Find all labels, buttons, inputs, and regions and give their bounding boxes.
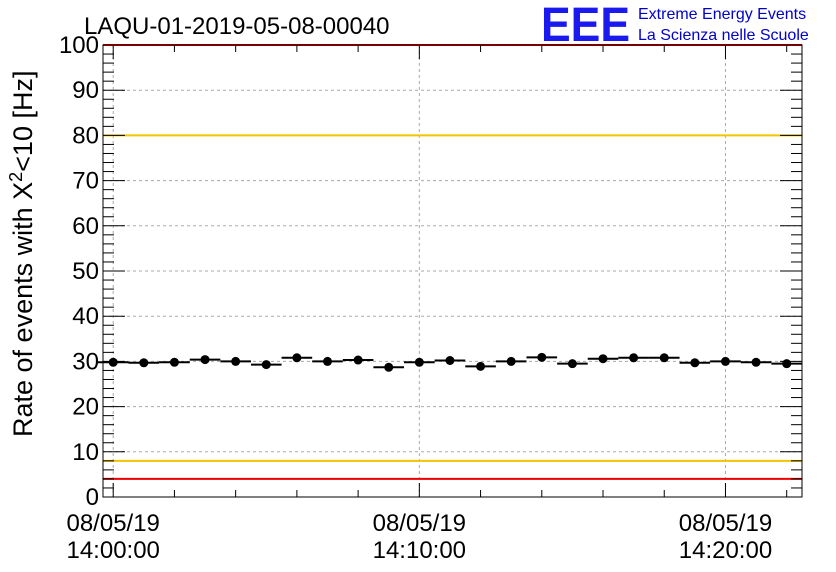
data-point-marker bbox=[261, 360, 271, 370]
data-point-marker bbox=[690, 358, 700, 368]
data-point-marker bbox=[322, 356, 332, 366]
data-point bbox=[557, 359, 588, 369]
logo-mark: EEE bbox=[541, 0, 630, 52]
data-point-marker bbox=[200, 355, 210, 365]
data-point-marker bbox=[629, 353, 639, 363]
x-tick-label-time: 14:10:00 bbox=[373, 537, 466, 564]
y-axis-label: Rate of events with X2<10 [Hz] bbox=[6, 71, 38, 437]
data-point-marker bbox=[445, 355, 455, 365]
data-point-marker bbox=[537, 352, 547, 362]
data-point bbox=[648, 353, 680, 363]
data-point bbox=[159, 357, 190, 367]
y-tick-label: 90 bbox=[72, 77, 99, 104]
reference-lines bbox=[103, 44, 802, 480]
data-point-marker bbox=[720, 356, 730, 366]
y-tick-labels: 0 10 20 30 40 50 60 70 80 90 100 bbox=[59, 32, 99, 511]
data-point-marker bbox=[384, 362, 394, 372]
data-point-marker bbox=[598, 354, 608, 364]
x-tick-label-time: 14:20:00 bbox=[679, 537, 772, 564]
eee-logo: EEE Extreme Energy Events La Scienza nel… bbox=[541, 0, 809, 52]
data-point-marker bbox=[231, 356, 241, 366]
y-tick-label: 60 bbox=[72, 213, 99, 240]
data-point bbox=[495, 356, 527, 366]
data-point bbox=[710, 356, 741, 366]
x-tick-label-time: 14:00:00 bbox=[66, 537, 159, 564]
data-point bbox=[250, 360, 282, 370]
data-point-marker bbox=[782, 359, 792, 369]
data-point bbox=[373, 362, 405, 372]
data-point bbox=[312, 356, 343, 366]
data-point bbox=[740, 357, 772, 367]
data-point-marker bbox=[353, 355, 363, 365]
data-point-marker bbox=[567, 359, 577, 369]
data-point bbox=[97, 357, 129, 367]
y-tick-label: 50 bbox=[72, 258, 99, 285]
data-point-marker bbox=[506, 356, 516, 366]
data-point-marker bbox=[751, 357, 761, 367]
data-point bbox=[434, 355, 466, 365]
data-point bbox=[618, 353, 649, 363]
y-tick-label: 70 bbox=[72, 168, 99, 195]
data-point-marker bbox=[139, 358, 149, 368]
data-series bbox=[97, 352, 802, 372]
data-point-marker bbox=[169, 357, 179, 367]
logo-line-2: La Scienza nelle Scuole bbox=[638, 27, 809, 44]
y-tick-label: 20 bbox=[72, 394, 99, 421]
data-point bbox=[128, 358, 160, 368]
y-tick-label: 40 bbox=[72, 303, 99, 330]
data-point-marker bbox=[292, 353, 302, 363]
data-point bbox=[189, 355, 221, 365]
data-point-marker bbox=[108, 357, 118, 367]
x-tick-label-date: 08/05/19 bbox=[373, 510, 466, 537]
x-tick-label-date: 08/05/19 bbox=[679, 510, 772, 537]
grid bbox=[103, 45, 802, 497]
data-point bbox=[587, 354, 619, 364]
data-point bbox=[220, 356, 251, 366]
x-tick-label-date: 08/05/19 bbox=[66, 510, 159, 537]
data-point bbox=[771, 359, 802, 369]
data-point-marker bbox=[476, 361, 486, 371]
logo-line-1: Extreme Energy Events bbox=[638, 6, 806, 23]
chart-title: LAQU-01-2019-05-08-00040 bbox=[84, 13, 390, 40]
data-point bbox=[404, 357, 435, 367]
data-point bbox=[342, 355, 374, 365]
x-tick-labels: 08/05/1914:00:0008/05/1914:10:0008/05/19… bbox=[66, 510, 772, 564]
data-point bbox=[281, 353, 313, 363]
data-point bbox=[679, 358, 711, 368]
axes bbox=[102, 44, 803, 498]
data-point-marker bbox=[659, 353, 669, 363]
y-tick-label: 100 bbox=[59, 32, 99, 59]
y-tick-label: 0 bbox=[86, 484, 99, 511]
y-tick-label: 30 bbox=[72, 348, 99, 375]
data-point-marker bbox=[414, 357, 424, 367]
y-tick-label: 10 bbox=[72, 439, 99, 466]
y-tick-label: 80 bbox=[72, 122, 99, 149]
data-point bbox=[526, 352, 558, 362]
data-point bbox=[465, 361, 496, 371]
